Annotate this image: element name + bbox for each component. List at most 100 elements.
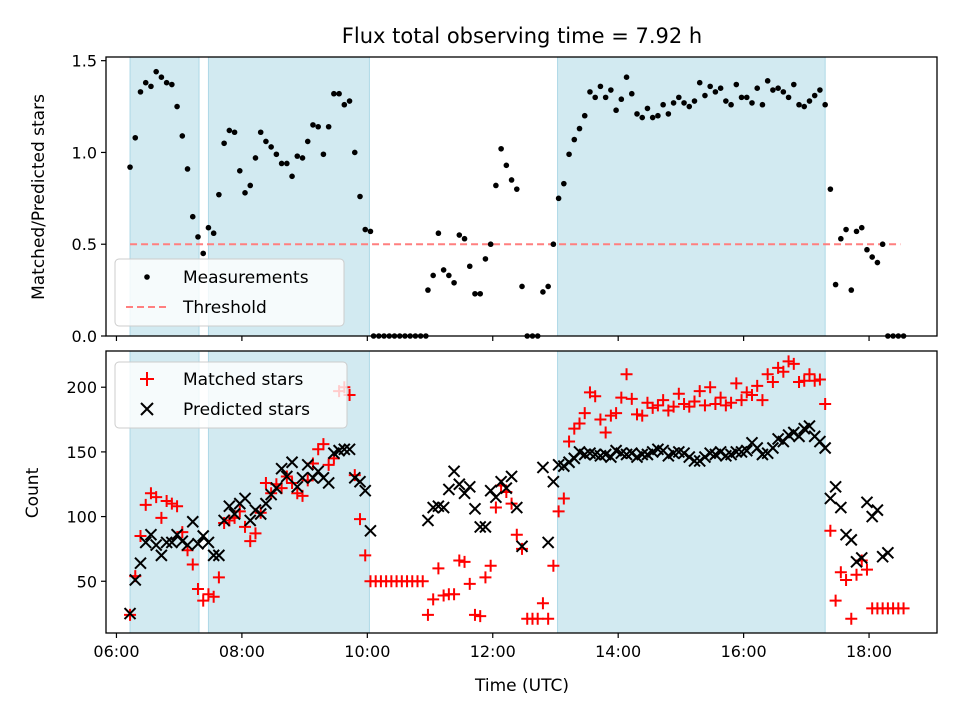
top-legend-box	[114, 258, 345, 327]
predicted-star-point	[238, 492, 252, 505]
matched-star-point	[829, 594, 842, 607]
predicted-star-point	[285, 456, 299, 469]
matched-star-point	[202, 588, 215, 601]
measurement-point	[487, 241, 494, 248]
measurement-point	[257, 129, 264, 136]
matched-star-point	[468, 608, 481, 621]
measurement-point	[587, 89, 593, 95]
measurement-point	[498, 145, 504, 152]
matched-star-point	[808, 374, 821, 387]
matched-star-point	[636, 409, 649, 422]
matched-star-point	[782, 355, 795, 368]
measurement-point	[550, 241, 557, 248]
predicted-star-point	[301, 458, 314, 472]
measurement-point	[195, 234, 201, 240]
bottom-y-tick-label: 200	[66, 378, 97, 397]
measurement-point	[775, 85, 781, 92]
predicted-star-point	[437, 501, 450, 514]
measurement-point	[581, 112, 588, 119]
measurement-point	[357, 193, 363, 200]
measurement-point	[665, 111, 672, 117]
measurement-point	[733, 81, 740, 88]
matched-star-point	[625, 392, 638, 405]
bottom-y-tick-label: 100	[66, 508, 97, 527]
measurement-point	[299, 155, 306, 161]
measurement-point	[785, 94, 792, 101]
measurement-point	[717, 85, 724, 92]
measurement-point	[811, 92, 818, 99]
measurement-point	[597, 83, 604, 90]
measurement-point	[331, 90, 337, 97]
measurement-point	[608, 87, 614, 93]
predicted-star-point	[541, 536, 555, 549]
measurement-point	[137, 89, 144, 95]
predicted-star-point	[191, 537, 205, 550]
predicted-star-point	[144, 528, 158, 541]
matched-star-point	[448, 588, 461, 601]
measurement-point	[247, 182, 254, 189]
measurement-point	[148, 83, 154, 90]
measurement-point	[639, 114, 646, 121]
measurement-point	[263, 138, 269, 145]
matched-star-point	[531, 612, 544, 625]
x-axis-label: Time (UTC)	[474, 676, 569, 696]
predicted-star-point	[291, 480, 304, 494]
matched-star-point	[510, 528, 523, 541]
measurement-point	[874, 259, 881, 266]
measurement-point	[702, 92, 708, 99]
predicted-star-point	[489, 490, 503, 504]
matched-star-point	[756, 394, 769, 407]
measurement-point	[858, 224, 865, 231]
predicted-star-point	[217, 514, 231, 527]
matched-star-point	[416, 575, 429, 588]
predicted-star-point	[447, 465, 461, 478]
matched-star-point	[578, 407, 591, 420]
bottom-legend-box	[114, 361, 348, 429]
measurement-point	[738, 94, 745, 101]
predicted-star-point	[730, 445, 743, 459]
matched-star-point	[709, 398, 722, 411]
measurement-point	[644, 105, 651, 112]
matched-star-point	[259, 476, 272, 489]
x-tick-label: 16:00	[721, 642, 767, 661]
measurement-point	[461, 235, 468, 242]
measurement-point	[670, 100, 677, 106]
matched-star-point	[547, 559, 560, 572]
matched-star-point	[354, 513, 367, 526]
measurement-point	[184, 166, 191, 172]
measurement-point	[513, 186, 520, 192]
measurement-point	[561, 180, 567, 187]
matched-star-point	[589, 390, 602, 403]
predicted-star-point	[139, 536, 152, 549]
matched-star-point	[657, 394, 670, 407]
measurement-point	[817, 87, 823, 93]
matched-star-point	[359, 549, 372, 562]
matched-star-point	[651, 399, 664, 412]
x-tick-label: 18:00	[846, 642, 892, 661]
predicted-star-point	[129, 573, 142, 587]
predicted-star-point	[510, 501, 524, 514]
predicted-star-point	[421, 514, 435, 527]
measurement-point	[576, 125, 583, 132]
top-legend: Measurements Threshold	[114, 258, 345, 327]
bottom-y-tick-label: 50	[77, 572, 97, 591]
measurement-point	[759, 101, 766, 108]
measurement-point	[430, 272, 436, 279]
measurement-point	[142, 79, 149, 86]
bottom-shaded-interval-2	[557, 350, 826, 634]
measurement-point	[252, 155, 259, 161]
measurement-point	[843, 226, 849, 233]
predicted-star-point	[212, 549, 226, 562]
measurement-point	[341, 101, 348, 108]
measurement-point	[827, 186, 834, 192]
measurement-point	[796, 101, 802, 108]
measurement-point	[315, 123, 321, 130]
predicted-star-point	[468, 502, 482, 516]
predicted-star-point	[818, 441, 832, 455]
matched-star-point	[552, 505, 565, 518]
measurement-point	[127, 164, 133, 170]
matched-star-point	[191, 583, 204, 596]
predicted-star-point	[223, 500, 236, 513]
predicted-star-point	[536, 461, 550, 474]
x-tick-label: 12:00	[470, 642, 516, 661]
